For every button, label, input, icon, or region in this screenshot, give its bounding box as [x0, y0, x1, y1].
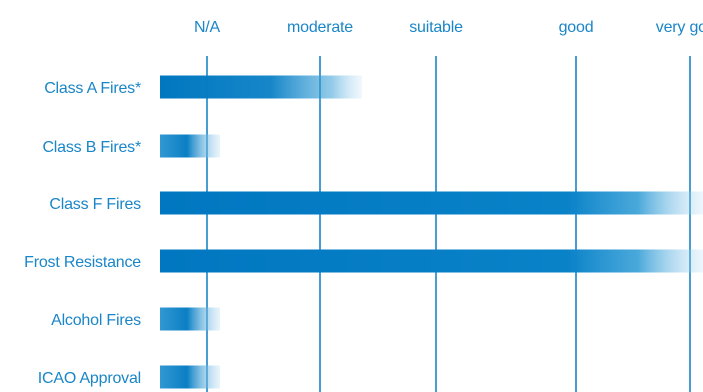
- category-label-class-a-fires: Class A Fires*: [44, 80, 141, 97]
- tick-label-n-a: N/A: [194, 19, 221, 36]
- category-label-icao-approval: ICAO Approval: [38, 370, 141, 387]
- tick-label-good: good: [559, 19, 594, 36]
- bars: [160, 75, 703, 389]
- tick-label-moderate: moderate: [287, 19, 353, 36]
- bar-icao-approval: [160, 365, 220, 389]
- bar-frost-resistance: [160, 249, 703, 273]
- category-label-class-b-fires: Class B Fires*: [42, 139, 141, 156]
- tick-label-suitable: suitable: [409, 19, 463, 36]
- bar-alcohol-fires: [160, 307, 220, 331]
- tick-label-very-good: very good: [656, 19, 703, 36]
- category-labels: Class A Fires* Class B Fires* Class F Fire…: [24, 80, 141, 387]
- gridlines: [206, 56, 691, 392]
- bar-class-a-fires: [160, 75, 362, 99]
- scale-tick-labels: N/A moderate suitable good very good: [194, 19, 703, 36]
- category-label-alcohol-fires: Alcohol Fires: [51, 312, 141, 329]
- category-label-frost-resistance: Frost Resistance: [24, 254, 141, 271]
- category-label-class-f-fires: Class F Fires: [49, 196, 141, 213]
- bar-class-f-fires: [160, 191, 703, 215]
- bar-class-b-fires: [160, 134, 220, 158]
